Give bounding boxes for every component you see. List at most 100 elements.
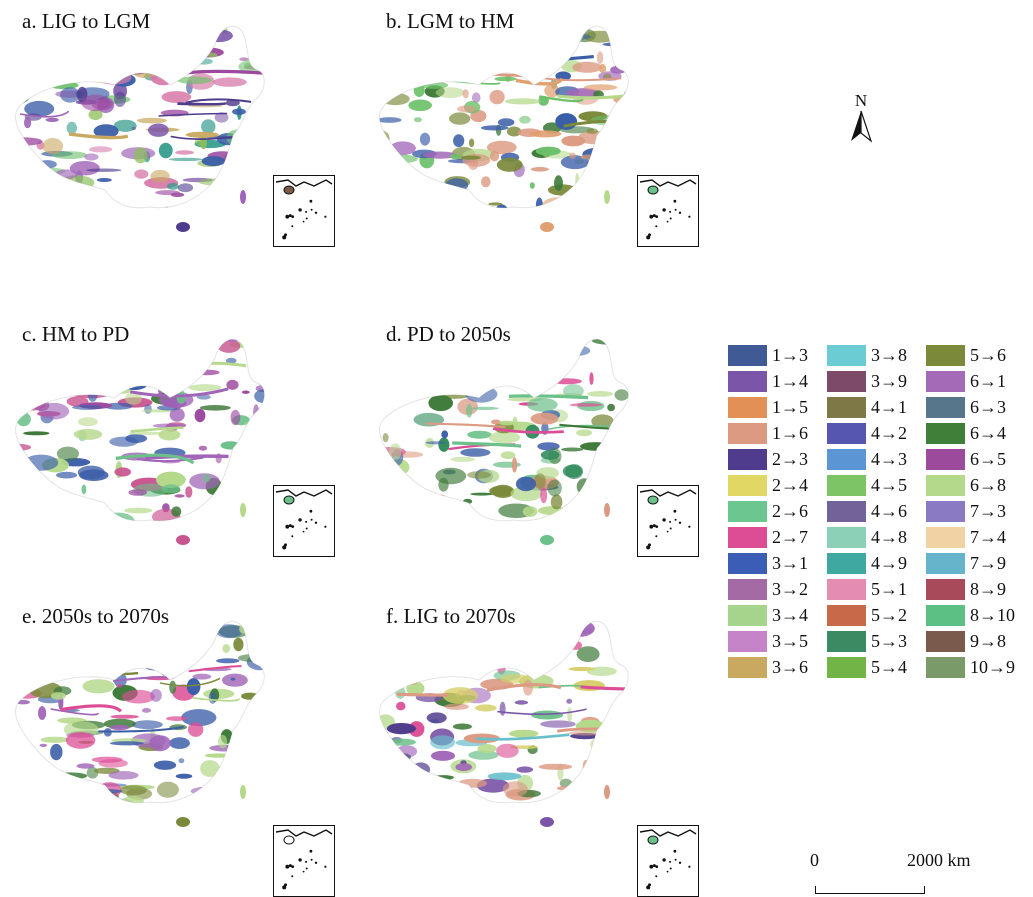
- legend-swatch: [827, 552, 866, 574]
- scale-end-label: 2000 km: [907, 850, 971, 870]
- change-patch: [448, 652, 472, 666]
- change-patch: [121, 796, 144, 803]
- change-patch: [468, 158, 479, 170]
- change-patch: [450, 456, 476, 462]
- inset-island: [647, 185, 659, 195]
- inset-islet: [310, 858, 313, 861]
- legend-swatch: [728, 526, 767, 548]
- change-patch: [39, 649, 56, 665]
- legend-label: 6→1: [970, 370, 1006, 391]
- change-patch: [423, 631, 456, 637]
- inset-islet: [324, 865, 327, 868]
- legend-swatch: [728, 630, 767, 652]
- change-patch: [193, 621, 203, 638]
- change-patch: [474, 359, 492, 374]
- legend-label: 4→3: [871, 448, 907, 469]
- change-patch: [89, 516, 124, 521]
- change-patch: [42, 138, 64, 155]
- change-patch: [597, 130, 619, 135]
- inset-coast: [639, 179, 697, 187]
- change-patch: [199, 405, 231, 411]
- change-band: [177, 101, 227, 106]
- inset-islet: [291, 225, 294, 228]
- change-patch: [77, 465, 105, 480]
- change-patch: [45, 117, 59, 122]
- inset-island: [283, 495, 295, 505]
- change-patch: [147, 623, 172, 638]
- change-patch: [467, 471, 491, 479]
- inset-islet: [305, 210, 308, 213]
- change-patch: [532, 360, 540, 366]
- change-patch: [136, 117, 167, 124]
- change-band: [497, 708, 587, 716]
- change-patch: [439, 656, 462, 665]
- change-patch: [217, 734, 228, 749]
- change-patch: [460, 342, 471, 360]
- change-patch: [393, 55, 422, 61]
- change-patch: [157, 46, 181, 51]
- legend-label: 5→6: [970, 344, 1006, 365]
- change-patch: [480, 125, 509, 131]
- legend-label: 4→1: [871, 396, 907, 417]
- change-patch: [426, 712, 447, 724]
- change-patch: [246, 349, 265, 361]
- change-patch: [180, 339, 196, 343]
- change-patch: [413, 59, 440, 73]
- change-patch: [421, 647, 456, 658]
- inset-islet: [298, 858, 302, 862]
- change-patch: [567, 26, 584, 43]
- legend-swatch: [827, 630, 866, 652]
- change-patch: [455, 366, 471, 372]
- change-patch: [493, 34, 520, 38]
- legend-item: 3→4: [728, 603, 808, 627]
- change-patch: [45, 187, 76, 196]
- change-patch: [219, 792, 225, 803]
- change-patch: [220, 441, 241, 450]
- change-patch: [221, 490, 239, 498]
- legend-swatch: [827, 448, 866, 470]
- change-patch: [25, 643, 53, 650]
- change-patch: [520, 375, 557, 379]
- change-patch: [201, 473, 211, 483]
- change-patch: [198, 445, 208, 451]
- inset-islet: [285, 214, 290, 219]
- change-patch: [490, 622, 522, 632]
- change-patch: [432, 775, 454, 780]
- legend-label: 4→9: [871, 552, 907, 573]
- change-patch: [15, 785, 25, 793]
- change-patch: [226, 379, 239, 390]
- legend-item: 6→1: [926, 369, 1006, 393]
- change-patch: [457, 105, 477, 113]
- legend-swatch: [728, 396, 767, 418]
- change-patch: [435, 87, 465, 98]
- legend-swatch: [926, 474, 965, 496]
- change-patch: [153, 760, 177, 770]
- change-patch: [22, 624, 27, 637]
- change-patch: [558, 794, 595, 798]
- inset-islet: [678, 521, 682, 524]
- change-band: [185, 98, 252, 104]
- change-patch: [574, 796, 600, 803]
- change-band: [538, 684, 582, 689]
- change-patch: [506, 126, 522, 137]
- change-patch: [438, 59, 469, 68]
- change-patch: [172, 641, 184, 654]
- inset-islet: [678, 861, 682, 864]
- change-patch: [528, 130, 562, 138]
- change-patch: [135, 373, 166, 378]
- legend-item: 6→4: [926, 421, 1006, 445]
- inset-islet: [302, 870, 305, 873]
- inset-islet: [652, 214, 656, 218]
- change-patch: [185, 131, 219, 138]
- legend-swatch: [926, 344, 965, 366]
- inset-islet: [674, 518, 677, 521]
- change-patch: [379, 517, 407, 521]
- change-band: [118, 366, 205, 374]
- change-patch: [446, 799, 483, 803]
- inset-islet: [309, 509, 313, 513]
- change-patch: [214, 112, 229, 123]
- change-patch: [40, 36, 55, 52]
- change-patch: [86, 794, 96, 803]
- change-patch: [37, 769, 61, 780]
- change-patch: [379, 797, 399, 803]
